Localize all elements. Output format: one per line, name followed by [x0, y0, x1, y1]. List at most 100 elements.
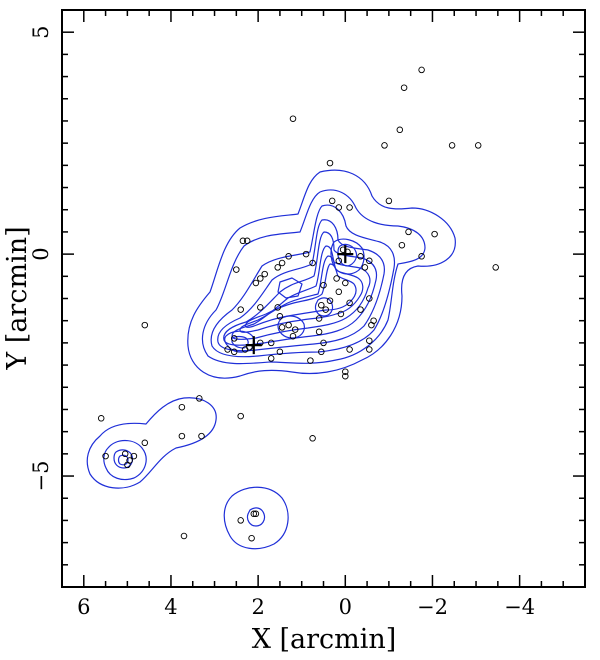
- data-point: [328, 197, 336, 205]
- data-point: [405, 228, 412, 236]
- contour-level-3: [210, 204, 396, 358]
- contour-side-lobe-a: [277, 277, 303, 299]
- data-point: [252, 279, 260, 287]
- data-point: [289, 332, 297, 340]
- data-point: [333, 275, 340, 282]
- data-point: [431, 230, 438, 238]
- cross-markers: [245, 245, 354, 355]
- contour-lower-left-core: [117, 454, 129, 466]
- data-point: [141, 439, 149, 447]
- data-point: [248, 534, 255, 542]
- data-point: [250, 510, 258, 518]
- data-point: [285, 253, 292, 260]
- data-point: [224, 346, 231, 353]
- data-point: [381, 142, 388, 149]
- data-point: [97, 415, 105, 422]
- data-point: [307, 357, 314, 364]
- contour-side-lobe-b: [277, 315, 305, 339]
- data-point: [342, 372, 349, 380]
- data-point: [335, 257, 343, 265]
- data-point: [233, 266, 240, 273]
- data-point: [278, 259, 286, 267]
- x-axis-label: X [arcmin]: [252, 624, 397, 655]
- data-point: [243, 237, 251, 245]
- density-contours: [86, 169, 456, 550]
- data-point: [237, 412, 244, 420]
- data-point: [239, 237, 247, 245]
- data-point: [492, 264, 499, 271]
- data-point: [180, 532, 188, 540]
- data-point: [315, 315, 323, 322]
- data-point: [198, 432, 205, 440]
- x-tick-label: −2: [417, 595, 448, 619]
- data-point: [274, 264, 281, 271]
- data-point: [335, 288, 343, 296]
- x-tick-label: 4: [164, 595, 177, 619]
- data-point: [346, 346, 353, 353]
- data-point: [400, 84, 408, 91]
- data-point: [346, 204, 353, 211]
- data-point: [309, 435, 316, 442]
- data-point: [320, 339, 327, 347]
- x-tick-label: 2: [251, 595, 264, 619]
- data-point: [130, 452, 138, 460]
- data-point: [274, 304, 281, 311]
- data-point: [230, 348, 238, 356]
- cross-marker: [245, 336, 262, 355]
- data-point: [366, 337, 373, 344]
- data-point: [261, 270, 268, 278]
- data-point: [285, 321, 292, 329]
- data-point: [418, 66, 425, 74]
- data-point: [320, 281, 327, 289]
- data-point: [326, 297, 334, 304]
- contour-side-lobe-c: [314, 297, 334, 317]
- data-point: [448, 142, 456, 149]
- data-point: [237, 306, 244, 313]
- contour-lower-left-mid: [103, 439, 147, 481]
- contour-lower-left-outer: [86, 397, 217, 489]
- data-point: [237, 517, 244, 524]
- contour-level-5: [223, 231, 378, 346]
- axis-ticks: [61, 9, 586, 588]
- data-point: [346, 299, 353, 307]
- data-point: [289, 115, 297, 122]
- data-point: [398, 241, 406, 249]
- data-point: [342, 368, 349, 375]
- data-point: [121, 450, 129, 458]
- data-point: [335, 204, 343, 211]
- data-point: [241, 346, 249, 353]
- x-tick-labels: 6 4 2 0 −2 −4: [77, 595, 535, 619]
- y-tick-label: −5: [29, 461, 53, 492]
- contour-level-2: [201, 189, 426, 365]
- y-tick-label: 0: [29, 247, 53, 260]
- x-tick-label: 0: [339, 595, 352, 619]
- x-tick-label: −4: [504, 595, 535, 619]
- data-point: [337, 310, 345, 318]
- data-point: [291, 326, 299, 333]
- contour-level-10: [337, 243, 358, 267]
- data-point: [257, 275, 264, 282]
- data-point: [267, 355, 275, 362]
- data-point: [230, 335, 238, 342]
- contour-bottom-inner: [246, 507, 266, 527]
- data-point: [396, 126, 404, 134]
- contour-level-4: [217, 219, 385, 352]
- data-point: [326, 159, 334, 167]
- data-point: [318, 348, 325, 356]
- data-point: [196, 395, 203, 402]
- data-point: [366, 346, 373, 353]
- data-point: [278, 324, 286, 331]
- data-point: [257, 304, 264, 311]
- y-axis-label: Y [arcmin]: [2, 226, 33, 370]
- data-point: [418, 253, 425, 260]
- contour-lower-left-inner: [113, 449, 134, 469]
- data-point: [368, 321, 375, 329]
- data-point: [357, 253, 364, 260]
- scatter-points: [97, 66, 499, 542]
- contour-level-1: [187, 169, 456, 379]
- data-point: [124, 461, 131, 469]
- data-point: [309, 259, 316, 267]
- x-tick-label: 6: [77, 595, 90, 619]
- data-point: [361, 264, 369, 271]
